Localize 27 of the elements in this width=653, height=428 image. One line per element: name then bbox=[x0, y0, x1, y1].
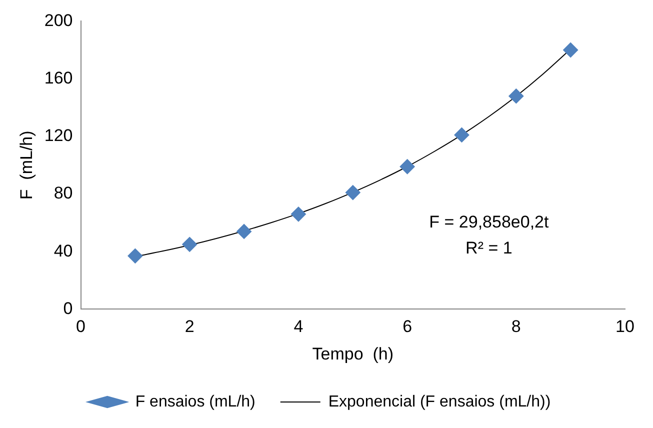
x-axis-title: Tempo (h) bbox=[312, 344, 394, 364]
point bbox=[454, 127, 470, 142]
y-axis-title: F (mL/h) bbox=[16, 130, 36, 200]
x-tick-label: 10 bbox=[616, 317, 634, 336]
y-tick-label: 200 bbox=[44, 10, 73, 30]
x-tick-label: 6 bbox=[402, 317, 412, 336]
y-tick-label: 120 bbox=[44, 126, 73, 146]
point bbox=[182, 236, 198, 252]
y-tick-label: 40 bbox=[54, 241, 73, 260]
x-tick-label: 4 bbox=[294, 317, 304, 336]
point bbox=[128, 248, 143, 264]
point bbox=[290, 206, 306, 222]
point bbox=[345, 185, 360, 200]
x-tick-label: 2 bbox=[184, 317, 194, 336]
y-tick-label: 80 bbox=[54, 184, 73, 203]
point bbox=[236, 224, 252, 239]
x-tick-label: 8 bbox=[511, 317, 521, 336]
point bbox=[508, 88, 524, 104]
annotation: F = 29,858e0,2t bbox=[429, 212, 549, 232]
x-tick-label: 0 bbox=[76, 317, 86, 336]
annotation: R² = 1 bbox=[466, 238, 512, 258]
y-tick-label: 160 bbox=[44, 68, 73, 88]
legend-label: Exponencial (F ensaios (mL/h)) bbox=[328, 393, 551, 410]
point bbox=[563, 42, 578, 58]
y-tick-label: 0 bbox=[63, 298, 73, 318]
point bbox=[400, 159, 415, 174]
legend-label: F ensaios (mL/h) bbox=[135, 393, 256, 410]
